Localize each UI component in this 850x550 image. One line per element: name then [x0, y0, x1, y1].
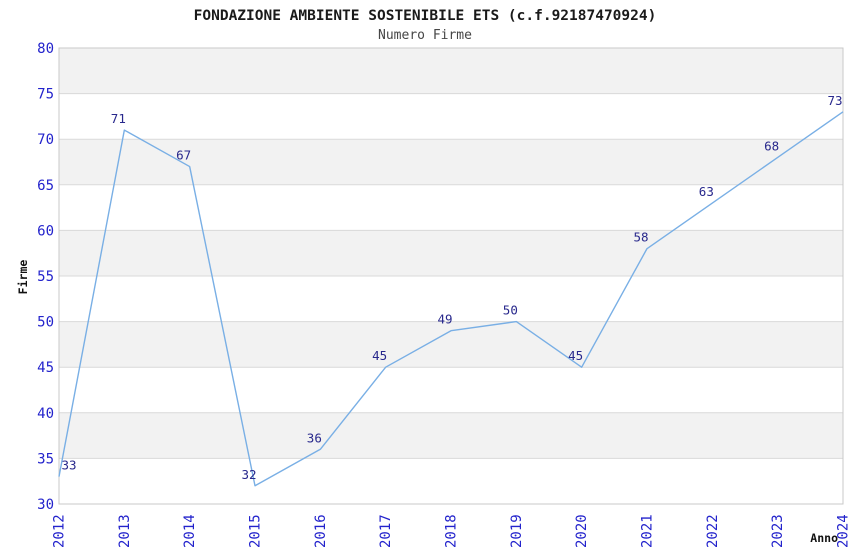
plot-band	[59, 412, 843, 459]
x-tick-label: 2018	[444, 514, 460, 548]
point-label: 45	[372, 348, 387, 363]
plot-border	[58, 47, 844, 505]
y-tick-label: 50	[37, 315, 54, 331]
y-tick-label: 40	[37, 406, 54, 422]
point-label: 50	[503, 303, 518, 318]
point-label: 63	[699, 184, 714, 199]
point-label: 36	[307, 430, 322, 445]
y-tick-label: 30	[37, 497, 54, 513]
x-tick-label: 2016	[313, 514, 329, 548]
x-tick-label: 2019	[509, 514, 525, 548]
chart-title: FONDAZIONE AMBIENTE SOSTENIBILE ETS (c.f…	[194, 8, 657, 24]
x-tick-label: 2023	[770, 514, 786, 548]
point-label: 45	[568, 348, 583, 363]
y-tick-label: 45	[37, 360, 54, 376]
plot-band	[59, 139, 843, 185]
x-tick-label: 2024	[836, 514, 850, 548]
x-tick-label: 2017	[378, 514, 394, 548]
y-tick-label: 65	[37, 178, 54, 194]
x-tick-label: 2014	[182, 514, 198, 548]
y-tick-label: 60	[37, 223, 54, 239]
point-label: 58	[633, 230, 648, 245]
x-tick-label: 2015	[248, 514, 264, 548]
y-axis-label: Firme	[16, 260, 30, 295]
x-tick-label: 2021	[640, 514, 656, 548]
point-label: 49	[437, 312, 452, 327]
y-tick-label: 70	[37, 132, 54, 148]
x-tick-label: 2013	[117, 514, 133, 548]
y-tick-label: 35	[37, 451, 54, 467]
chart-subtitle: Numero Firme	[378, 28, 472, 43]
point-label: 68	[764, 138, 779, 153]
point-label: 71	[111, 111, 126, 126]
plot-dynamic-layer: 30 35 40 45 50 55 60 65 70 75 80 2012 2013 2014 2015 20…	[37, 41, 850, 548]
y-tick-label: 55	[37, 269, 54, 285]
y-tick-label: 75	[37, 87, 54, 103]
point-label: 73	[827, 93, 842, 108]
plot-band	[59, 48, 843, 94]
point-label: 33	[61, 458, 76, 473]
x-tick-label: 2022	[705, 514, 721, 548]
series-line	[58, 111, 844, 487]
x-axis-label: Anno	[810, 531, 838, 545]
plot-band	[59, 321, 843, 368]
x-tick-label: 2020	[574, 514, 590, 548]
point-label: 32	[241, 467, 256, 482]
point-label: 67	[176, 148, 191, 163]
plot-band	[59, 230, 843, 276]
x-tick-label: 2012	[52, 514, 68, 548]
y-tick-label: 80	[37, 41, 54, 57]
